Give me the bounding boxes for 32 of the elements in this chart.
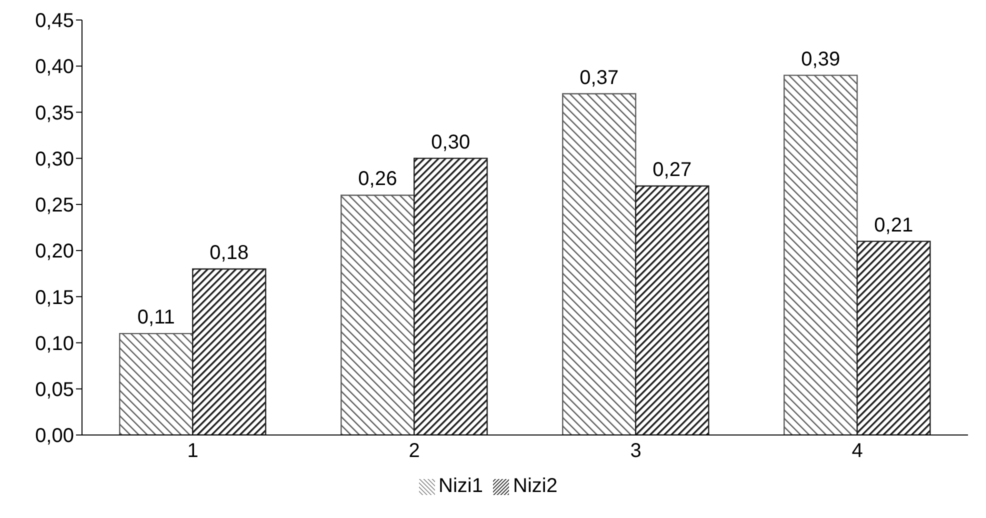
data-label: 0,26 (358, 168, 398, 190)
y-tick-label: 0,00 (35, 425, 74, 448)
y-tick-label: 0,20 (35, 240, 74, 263)
data-label: 0,18 (210, 242, 249, 264)
bar (192, 268, 266, 435)
y-tick-label: 0,45 (35, 10, 74, 32)
x-tick-label: 2 (408, 440, 420, 462)
data-label: 0,27 (652, 159, 692, 181)
bar (562, 93, 636, 435)
y-tick-label: 0,25 (35, 194, 74, 217)
y-tick-label: 0,35 (35, 102, 74, 124)
y-tick-label: 0,40 (35, 56, 74, 78)
bar (119, 332, 194, 435)
bar (784, 74, 858, 435)
data-label: 0,30 (431, 131, 470, 154)
y-tick-label: 0,15 (35, 286, 74, 309)
legend-label: Nizi2 (513, 475, 558, 497)
bar (414, 158, 488, 435)
data-label: 0,39 (801, 48, 840, 70)
bar (635, 185, 710, 435)
x-tick-label: 3 (630, 440, 642, 462)
data-label: 0,37 (580, 66, 619, 89)
y-tick-label: 0,30 (35, 148, 74, 170)
x-tick-label: 4 (852, 440, 863, 462)
bar (340, 194, 415, 435)
x-tick-label: 1 (187, 440, 198, 462)
y-tick-label: 0,05 (35, 378, 74, 401)
data-label: 0,11 (137, 306, 175, 329)
bar (856, 240, 931, 435)
data-label: 0,21 (874, 214, 914, 236)
legend-label: Nizi1 (438, 475, 483, 497)
y-tick-label: 0,10 (35, 332, 74, 355)
